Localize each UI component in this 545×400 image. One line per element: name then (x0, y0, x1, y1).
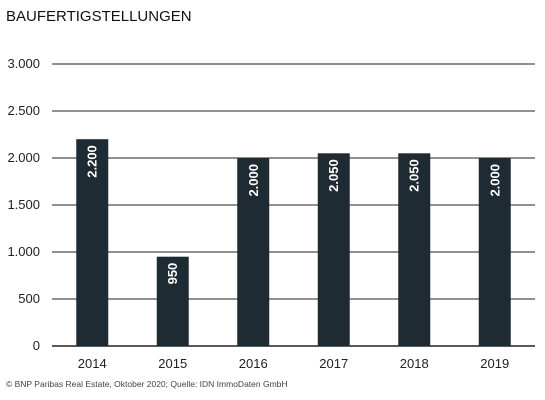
x-tick-label: 2014 (78, 356, 107, 371)
x-tick-label: 2017 (319, 356, 348, 371)
bars: 2.200 950 2.000 2.050 2.050 2.000 (76, 139, 511, 346)
y-tick-label: 1.000 (7, 244, 40, 259)
x-tick-label: 2019 (480, 356, 509, 371)
x-tick-label: 2018 (400, 356, 429, 371)
bar-value-label: 2.200 (85, 145, 100, 178)
chart-title: BAUFERTIGSTELLUNGEN (6, 8, 192, 25)
bar-value-label: 2.000 (246, 164, 261, 197)
y-tick-label: 3.000 (7, 56, 40, 71)
bar-2018 (398, 153, 431, 346)
bar-2014 (76, 139, 109, 346)
bar-2015 (156, 256, 189, 346)
bar-2017 (317, 153, 350, 346)
y-tick-label: 2.000 (7, 150, 40, 165)
y-tick-label: 0 (33, 338, 40, 353)
bar-2016 (237, 158, 270, 346)
x-axis-ticks: 2014 2015 2016 2017 2018 2019 (78, 356, 509, 371)
bar-2019 (478, 158, 511, 346)
x-tick-label: 2015 (158, 356, 187, 371)
bar-value-label: 2.050 (407, 159, 422, 192)
bar-value-label: 2.000 (487, 164, 502, 197)
source-note: © BNP Paribas Real Estate, Oktober 2020;… (6, 379, 288, 389)
y-tick-label: 1.500 (7, 197, 40, 212)
x-tick-label: 2016 (239, 356, 268, 371)
bar-value-label: 950 (165, 263, 180, 285)
y-tick-label: 500 (18, 291, 40, 306)
y-axis-ticks: 0 500 1.000 1.500 2.000 2.500 3.000 (7, 56, 40, 353)
y-tick-label: 2.500 (7, 103, 40, 118)
grid-layer (52, 63, 535, 347)
bar-value-label: 2.050 (326, 159, 341, 192)
